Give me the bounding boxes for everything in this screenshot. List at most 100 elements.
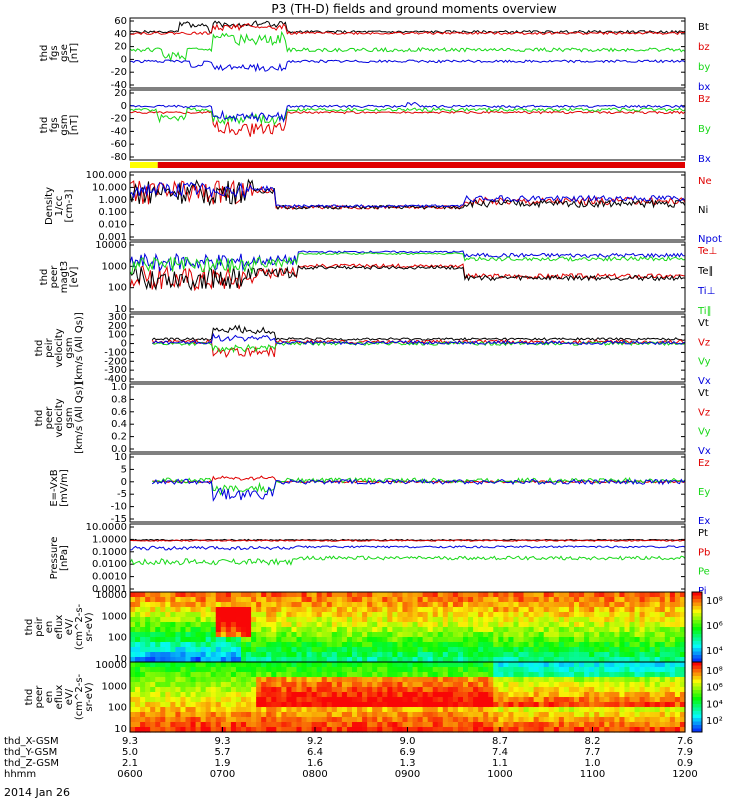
heat-cell (145, 677, 151, 683)
heat-cell (230, 647, 237, 653)
heat-cell (321, 632, 328, 638)
heat-cell (538, 592, 545, 598)
heat-cell (589, 702, 595, 708)
heat-cell (493, 657, 499, 663)
heat-cell (220, 647, 227, 653)
heat-cell (463, 632, 469, 638)
heat-cell (210, 717, 217, 723)
heat-cell (558, 637, 565, 643)
heat-cell (135, 717, 141, 723)
heat-cell (296, 697, 303, 703)
heat-cell (336, 712, 343, 718)
heat-cell (452, 612, 459, 618)
heat-cell (568, 682, 575, 688)
heat-cell (341, 702, 348, 708)
heat-cell (195, 622, 202, 628)
heat-cell (382, 612, 388, 618)
heat-cell (266, 712, 272, 718)
heat-cell (533, 622, 540, 628)
heat-cell (321, 702, 328, 708)
legend-efield-Ex: Ex (698, 516, 710, 527)
heat-cell (306, 722, 313, 728)
heat-cell (145, 722, 151, 728)
heat-cell (135, 597, 141, 603)
heat-cell (629, 722, 636, 728)
heat-cell (503, 617, 510, 623)
heat-cell (130, 697, 136, 703)
heat-cell (568, 657, 575, 663)
heat-cell (135, 672, 141, 678)
heat-cell (392, 632, 399, 638)
heat-cell (251, 677, 257, 683)
heat-cell (130, 617, 136, 623)
heat-cell (190, 657, 197, 663)
heat-cell (135, 727, 141, 733)
heat-cell (271, 642, 277, 648)
heat-cell (624, 602, 631, 608)
heat-cell (442, 722, 449, 728)
heat-cell (367, 672, 373, 678)
heat-cell (271, 647, 277, 653)
heat-cell (341, 682, 348, 688)
heat-cell (629, 612, 636, 618)
heat-cell (160, 652, 166, 658)
heat-cell (568, 617, 575, 623)
heat-cell (478, 612, 484, 618)
heat-cell (145, 637, 151, 643)
heat-cell (644, 632, 651, 638)
heat-cell (397, 667, 404, 673)
heat-cell (286, 627, 293, 633)
heat-cell (155, 692, 161, 698)
heat-cell (624, 727, 631, 733)
heat-cell (498, 687, 504, 693)
heat-cell (225, 607, 232, 613)
heat-cell (624, 657, 631, 663)
heat-cell (150, 717, 156, 723)
heat-cell (579, 657, 585, 663)
heat-cell (372, 702, 378, 708)
heat-cell (579, 667, 585, 673)
heat-cell (150, 707, 156, 713)
heat-cell (180, 682, 187, 688)
heat-cell (649, 632, 656, 638)
heat-cell (281, 682, 288, 688)
heat-cell (523, 642, 530, 648)
heat-cell (669, 632, 676, 638)
heat-cell (528, 652, 535, 658)
heat-cell (316, 617, 323, 623)
heat-cell (523, 657, 530, 663)
heat-cell (261, 637, 267, 643)
heat-cell (483, 632, 489, 638)
heat-cell (387, 607, 393, 613)
heat-cell (508, 657, 515, 663)
heat-cell (523, 617, 530, 623)
heat-cell (639, 677, 646, 683)
heat-cell (306, 617, 313, 623)
ytick-peer-velocity-3: 0.4 (111, 419, 127, 430)
heat-cell (160, 707, 166, 713)
heat-cell (372, 727, 378, 733)
heat-cell (256, 647, 262, 653)
axis-value-3-5: 1100 (580, 769, 605, 780)
heat-cell (346, 717, 353, 723)
heat-cell (422, 672, 429, 678)
heat-cell (140, 602, 146, 608)
heat-cell (523, 597, 530, 603)
heat-cell (442, 632, 449, 638)
heat-cell (346, 642, 353, 648)
heat-cell (402, 712, 409, 718)
heat-cell (225, 647, 232, 653)
heat-cell (402, 637, 409, 643)
heat-cell (160, 602, 166, 608)
heat-cell (210, 637, 217, 643)
heat-cell (483, 652, 489, 658)
heat-cell (135, 652, 141, 658)
heat-cell (296, 687, 303, 693)
heat-cell (584, 662, 590, 668)
heat-cell (357, 597, 363, 603)
heat-cell (190, 612, 197, 618)
heat-cell (352, 712, 358, 718)
heat-cell (210, 647, 217, 653)
heat-cell (256, 632, 262, 638)
heat-cell (372, 627, 378, 633)
